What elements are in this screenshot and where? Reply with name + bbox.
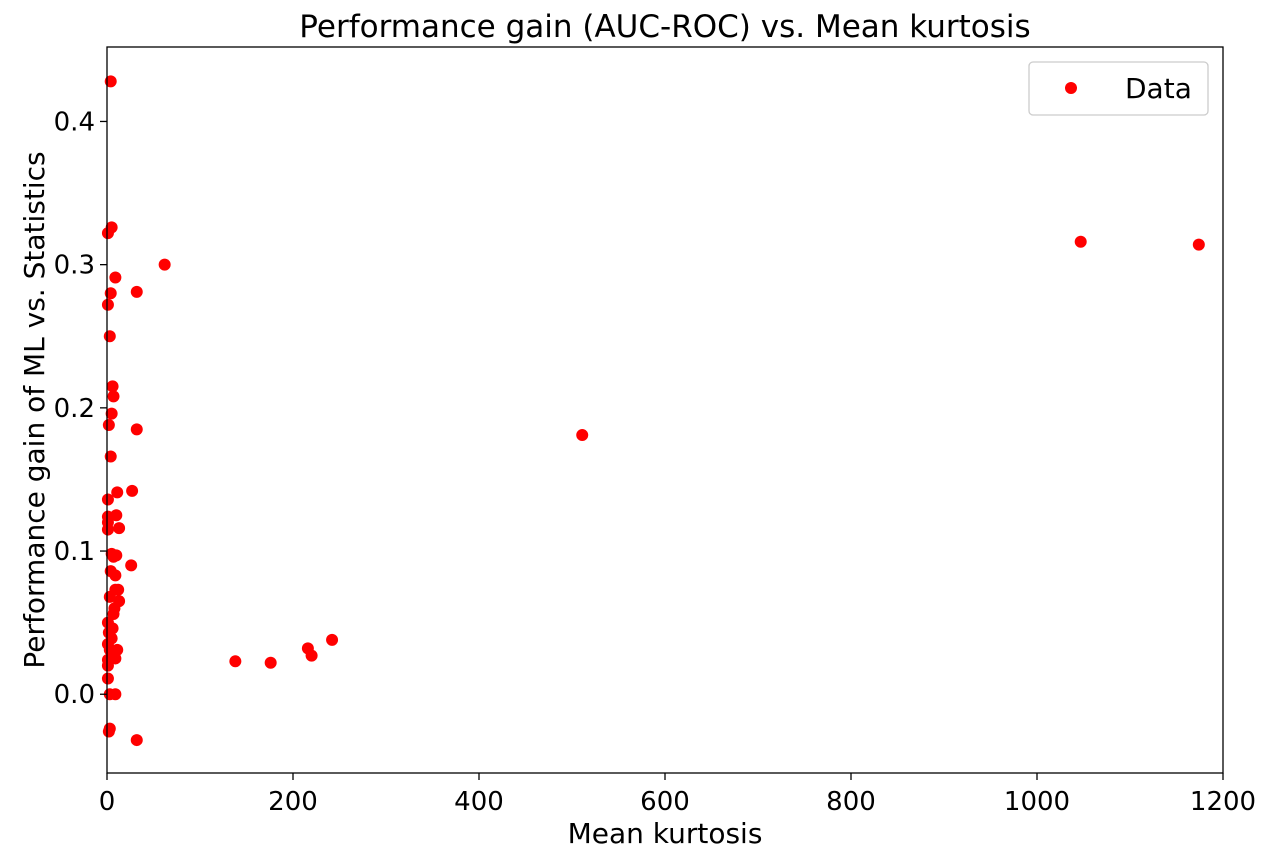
x-tick-label: 800	[826, 787, 876, 817]
y-axis-label: Performance gain of ML vs. Statistics	[18, 151, 51, 668]
x-tick-label: 1000	[1004, 787, 1070, 817]
data-point	[1074, 235, 1087, 248]
data-point	[229, 655, 242, 668]
x-tick-label: 0	[99, 787, 116, 817]
data-point	[113, 522, 126, 535]
data-point	[305, 649, 318, 662]
data-point	[264, 656, 277, 669]
data-point	[111, 486, 124, 499]
data-point	[326, 633, 339, 646]
data-point	[101, 298, 114, 311]
data-point	[107, 550, 120, 563]
y-tick-label: 0.2	[54, 394, 95, 424]
legend: Data	[1028, 61, 1209, 116]
x-tick-label: 1200	[1190, 787, 1256, 817]
data-point	[103, 330, 116, 343]
data-point	[101, 659, 114, 672]
data-point	[107, 608, 120, 621]
data-point	[130, 285, 143, 298]
plot-background	[107, 47, 1223, 773]
x-axis: 0 200 400 600 800 1000 1200	[99, 773, 1256, 817]
data-point	[107, 390, 120, 403]
data-point	[125, 559, 138, 572]
legend-box	[1028, 61, 1209, 116]
data-point	[101, 227, 114, 240]
data-point	[101, 493, 114, 506]
data-point	[104, 450, 117, 463]
data-point	[158, 258, 171, 271]
data-point	[576, 429, 589, 442]
data-point	[102, 419, 115, 432]
y-tick-label: 0.4	[54, 107, 95, 137]
x-tick-label: 400	[454, 787, 504, 817]
data-point	[104, 287, 117, 300]
legend-marker	[1065, 82, 1077, 94]
data-point	[130, 423, 143, 436]
data-point	[109, 271, 122, 284]
legend-label: Data	[1125, 72, 1192, 105]
y-tick-label: 0.1	[54, 537, 95, 567]
data-point	[126, 484, 139, 497]
data-point	[101, 672, 114, 685]
data-point	[109, 569, 122, 582]
data-point	[130, 734, 143, 747]
data-point	[102, 725, 115, 738]
chart-title: Performance gain (AUC-ROC) vs. Mean kurt…	[299, 9, 1030, 45]
y-tick-label: 0.3	[54, 251, 95, 281]
x-axis-label: Mean kurtosis	[568, 817, 763, 850]
data-point	[105, 407, 118, 420]
y-axis: 0.0 0.1 0.2 0.3 0.4	[54, 107, 107, 710]
data-point	[106, 380, 119, 393]
y-tick-label: 0.0	[54, 680, 95, 710]
x-tick-label: 600	[640, 787, 690, 817]
data-point	[104, 75, 117, 88]
data-point	[109, 688, 122, 701]
x-tick-label: 200	[268, 787, 318, 817]
data-point	[1192, 238, 1205, 251]
data-point	[101, 516, 114, 529]
